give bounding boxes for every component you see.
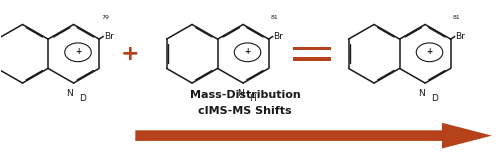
Text: 81: 81 xyxy=(452,15,460,21)
Text: +: + xyxy=(244,47,250,56)
Text: 79: 79 xyxy=(101,15,109,21)
Text: +: + xyxy=(426,47,432,56)
Text: cIMS-MS Shifts: cIMS-MS Shifts xyxy=(198,106,292,116)
Text: D: D xyxy=(79,94,86,103)
Text: N: N xyxy=(238,89,244,98)
Text: +: + xyxy=(121,44,140,64)
Text: 81: 81 xyxy=(270,15,278,21)
Text: H: H xyxy=(248,94,256,103)
Text: Br: Br xyxy=(456,32,466,41)
Text: Mass-Distribution: Mass-Distribution xyxy=(190,90,300,100)
Polygon shape xyxy=(294,57,332,61)
Text: +: + xyxy=(75,47,81,56)
Text: N: N xyxy=(66,89,73,98)
Polygon shape xyxy=(136,123,492,149)
Text: Br: Br xyxy=(104,32,114,41)
Text: N: N xyxy=(418,89,424,98)
Text: Br: Br xyxy=(274,32,283,41)
Polygon shape xyxy=(294,47,332,50)
Text: D: D xyxy=(430,94,438,103)
